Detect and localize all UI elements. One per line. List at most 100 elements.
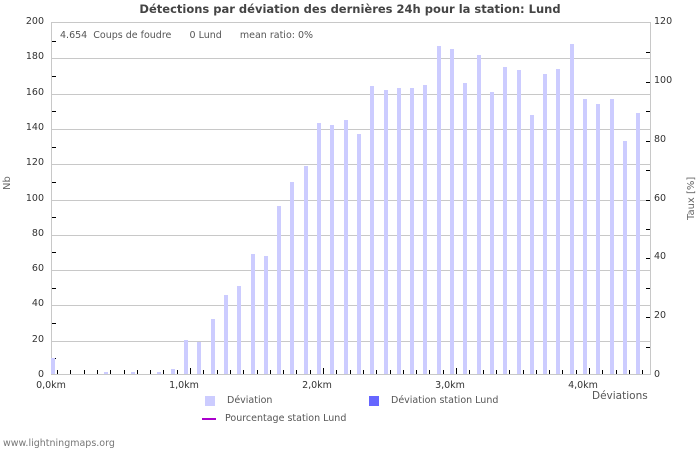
- y-minor-tick: [52, 40, 56, 42]
- x-tick: [229, 370, 231, 374]
- y-right-tick: [646, 170, 650, 172]
- y-minor-tick: [52, 217, 56, 219]
- y-right-tick-label: 120: [654, 16, 673, 27]
- x-tick: [203, 370, 205, 374]
- y-tick-label: 60: [31, 263, 44, 275]
- y-tick-label: 100: [25, 192, 44, 204]
- x-tick: [136, 370, 138, 374]
- x-tick: [575, 370, 577, 374]
- x-tick-label: 1,0km: [169, 380, 199, 391]
- bar-deviation: [423, 84, 428, 374]
- y-right-tick-label: 0: [654, 369, 661, 380]
- bar-deviation: [263, 255, 268, 374]
- bar-deviation: [303, 165, 308, 374]
- y-tick-label: 0: [37, 369, 44, 380]
- bar-deviation: [489, 91, 494, 374]
- legend-swatch-icon: [205, 395, 215, 406]
- bar-deviation: [223, 294, 228, 374]
- x-tick: [429, 370, 431, 374]
- x-tick: [110, 370, 112, 374]
- legend-deviation-station: Déviation station Lund: [369, 395, 498, 406]
- x-tick: [389, 370, 391, 374]
- bar-deviation: [130, 372, 135, 374]
- y-tick-label: 20: [31, 333, 44, 345]
- y-right-tick: [646, 111, 650, 113]
- legend-label: Pourcentage station Lund: [225, 413, 347, 424]
- bar-deviation: [596, 103, 601, 374]
- x-tick: [535, 370, 537, 374]
- x-tick-label: 3,0km: [435, 380, 465, 391]
- x-tick: [163, 370, 165, 374]
- x-tick: [602, 370, 604, 374]
- y-right-tick: [646, 258, 650, 260]
- y-minor-tick: [52, 75, 56, 77]
- x-tick: [150, 370, 152, 374]
- y-right-tick: [646, 317, 650, 319]
- bar-deviation: [396, 88, 401, 374]
- x-tick: [269, 370, 271, 374]
- bar-deviation: [197, 342, 202, 374]
- bar-deviation: [450, 49, 454, 374]
- gridline: [52, 305, 650, 307]
- x-tick: [376, 370, 378, 374]
- bar-deviation: [370, 86, 375, 374]
- y-right-tick: [646, 140, 650, 142]
- x-tick: [123, 370, 125, 374]
- x-tick: [336, 370, 338, 374]
- x-tick: [562, 370, 564, 374]
- bar-deviation: [237, 285, 242, 374]
- x-tick: [642, 370, 644, 374]
- y-minor-tick: [52, 323, 56, 325]
- chart-title: Détections par déviation des dernières 2…: [139, 2, 561, 16]
- x-tick: [495, 370, 497, 374]
- footer-credit: www.lightningmaps.org: [3, 438, 115, 449]
- y-minor-tick: [52, 181, 56, 183]
- x-tick: [190, 368, 191, 374]
- legend-line-icon: [202, 417, 216, 420]
- x-tick: [176, 370, 178, 374]
- x-tick: [402, 370, 404, 374]
- bar-deviation: [317, 123, 321, 374]
- x-tick: [256, 370, 258, 374]
- x-tick: [323, 368, 324, 374]
- strike-count: 4.654: [60, 30, 88, 41]
- x-tick-label: 0,0km: [36, 380, 66, 391]
- x-tick: [509, 370, 511, 374]
- gridline: [52, 270, 650, 272]
- x-tick: [549, 370, 551, 374]
- gridline: [52, 93, 650, 95]
- legend-percentage-station: Pourcentage station Lund: [202, 413, 346, 424]
- y-axis-right-label: Taux [%]: [686, 176, 697, 220]
- y-right-tick-label: 80: [654, 133, 667, 145]
- legend-deviation: Déviation: [205, 395, 272, 406]
- x-tick: [442, 370, 444, 374]
- bar-deviation: [543, 73, 548, 374]
- y-minor-tick: [52, 252, 56, 254]
- bar-deviation: [170, 368, 175, 374]
- bar-deviation: [343, 119, 348, 374]
- x-tick: [70, 370, 72, 374]
- bar-deviation: [330, 125, 335, 374]
- bar-deviation: [503, 66, 508, 374]
- x-tick: [362, 370, 364, 374]
- bar-deviation: [410, 88, 415, 374]
- bar-deviation: [516, 70, 521, 374]
- x-tick: [628, 370, 630, 374]
- bar-deviation: [556, 68, 561, 374]
- x-tick: [522, 370, 524, 374]
- y-right-tick-label: 20: [654, 310, 667, 322]
- gridline: [52, 164, 650, 166]
- bar-deviation: [104, 372, 109, 374]
- y-tick-label: 120: [25, 157, 44, 169]
- bar-deviation: [476, 54, 481, 374]
- x-tick: [83, 370, 85, 374]
- gridline: [52, 58, 650, 60]
- gridline: [52, 340, 650, 342]
- y-tick-label: 200: [25, 16, 44, 27]
- x-tick: [416, 370, 418, 374]
- bar-deviation: [609, 98, 614, 374]
- legend-label: Déviation station Lund: [391, 395, 499, 406]
- y-minor-tick: [52, 287, 56, 289]
- station-count: 0 Lund: [189, 30, 222, 41]
- x-tick: [615, 370, 617, 374]
